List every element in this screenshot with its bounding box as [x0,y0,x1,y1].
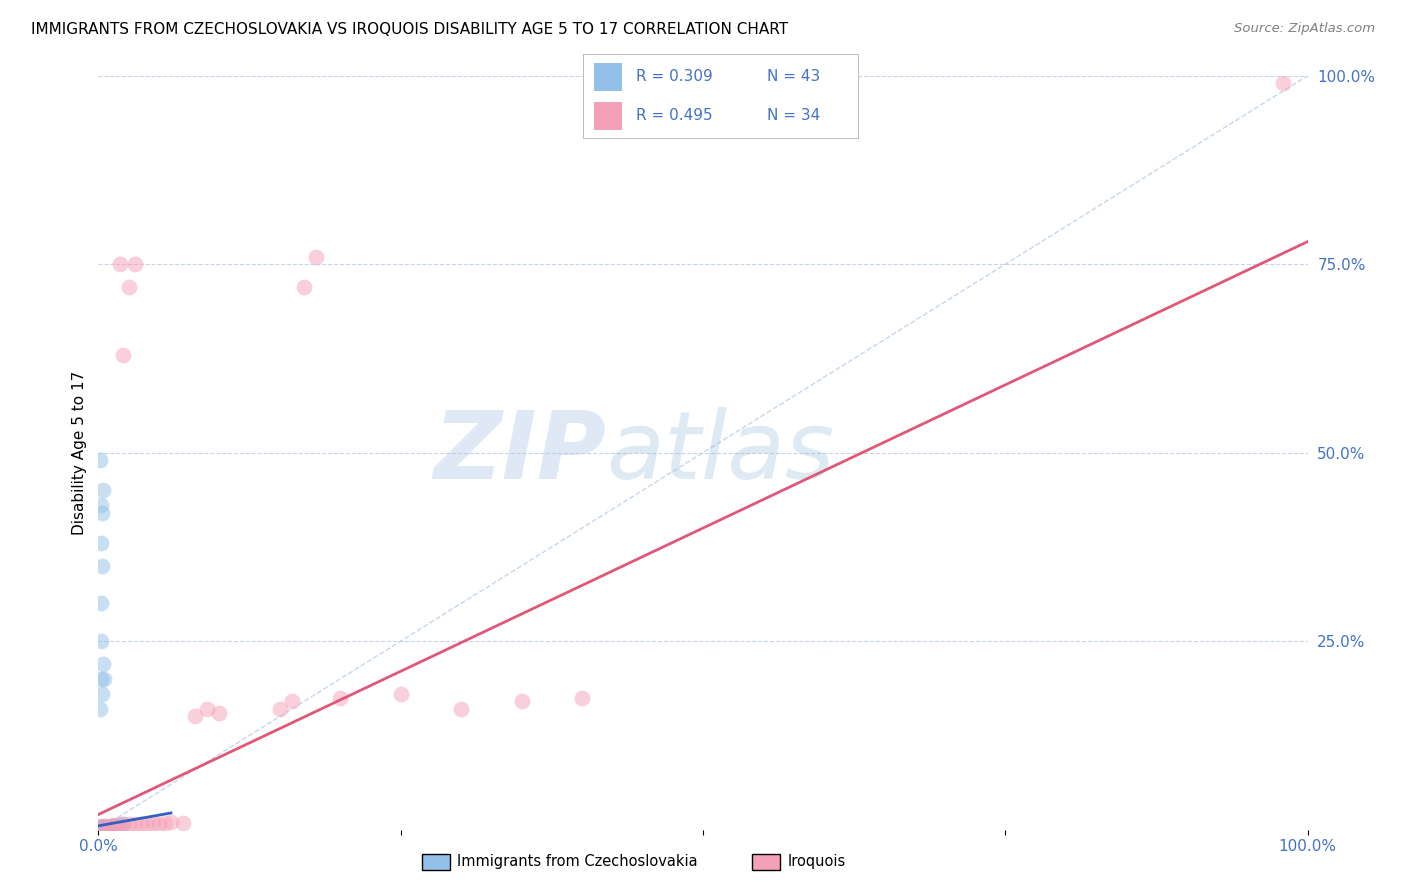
Point [89,702,111,716]
Text: IMMIGRANTS FROM CZECHOSLOVAKIA VS IROQUOIS DISABILITY AGE 5 TO 17 CORRELATION CH: IMMIGRANTS FROM CZECHOSLOVAKIA VS IROQUO… [31,22,787,37]
Point [108,257,131,271]
Point [90,672,112,686]
Point [292,280,315,294]
Text: R = 0.309: R = 0.309 [636,70,713,85]
Point [101,818,124,832]
Point [93,820,115,834]
Point [89,822,111,836]
Point [105,818,128,832]
Point [90,634,112,648]
Point [90,820,112,834]
Point [101,819,124,833]
Point [111,817,134,831]
Point [90,596,112,610]
Point [96,820,118,834]
Point [91,822,114,836]
Point [93,821,115,835]
Y-axis label: Disability Age 5 to 17: Disability Age 5 to 17 [72,370,87,535]
Point [91,822,114,836]
Point [90,536,112,550]
Point [111,817,134,831]
Point [305,250,328,264]
Point [108,818,131,832]
Text: Iroquois: Iroquois [787,855,845,869]
Point [148,816,170,830]
Bar [595,62,621,91]
Point [91,821,114,835]
Text: Immigrants from Czechoslovakia: Immigrants from Czechoslovakia [457,855,697,869]
Point [184,709,207,723]
Point [108,818,131,832]
Point [90,821,112,835]
Point [571,690,593,705]
Point [91,820,114,834]
Point [118,280,141,294]
Text: N = 34: N = 34 [768,108,821,123]
Point [100,819,122,833]
Point [124,816,146,830]
Text: R = 0.495: R = 0.495 [636,108,713,123]
Point [93,820,115,834]
Point [94,820,117,834]
Point [269,702,291,716]
Text: atlas: atlas [606,407,835,499]
Point [91,687,114,701]
Point [89,453,111,467]
Point [96,820,118,834]
Point [91,558,114,573]
Point [195,702,218,716]
Point [98,820,121,834]
Point [450,702,472,716]
Text: N = 43: N = 43 [768,70,821,85]
Point [89,820,111,834]
Point [172,815,194,830]
Point [208,706,231,720]
Point [91,820,114,834]
Bar [595,102,621,130]
Point [135,816,157,830]
Point [90,819,112,833]
Point [91,506,114,520]
Text: ZIP: ZIP [433,407,606,499]
Point [91,483,114,498]
Point [94,820,117,834]
Point [1272,76,1295,90]
Point [90,822,112,836]
Point [103,819,125,833]
Point [97,820,120,834]
Text: Source: ZipAtlas.com: Source: ZipAtlas.com [1234,22,1375,36]
Point [90,820,112,834]
Point [93,819,115,833]
Point [389,687,412,701]
Point [281,694,304,708]
Point [105,819,128,833]
Point [124,257,146,271]
Point [111,348,134,362]
Point [91,821,114,835]
Point [142,815,165,830]
Point [97,820,120,834]
Point [153,815,176,830]
Point [93,672,115,686]
Point [118,817,141,831]
Point [91,657,114,671]
Point [160,815,183,830]
Point [91,820,114,834]
Point [129,817,152,831]
Point [90,499,112,513]
Point [100,820,122,834]
Point [329,690,352,705]
Point [510,694,533,708]
Point [97,820,120,834]
Point [89,821,111,835]
